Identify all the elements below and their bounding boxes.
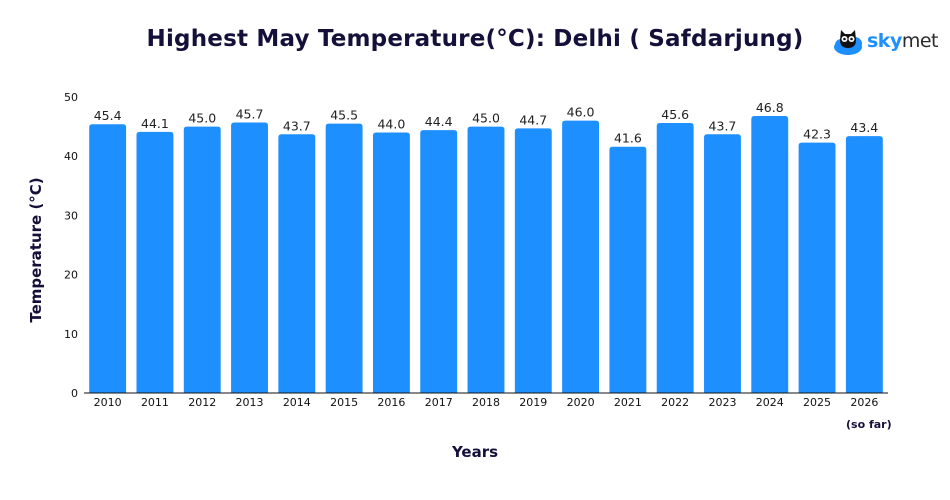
y-tick-label: 20 xyxy=(64,269,78,282)
data-label: 45.4 xyxy=(94,108,122,123)
data-label: 43.7 xyxy=(709,118,737,133)
bar xyxy=(136,131,174,394)
owl-cloud-icon xyxy=(834,30,862,55)
data-label: 43.7 xyxy=(283,118,311,133)
x-tick-label: 2013 xyxy=(236,396,264,409)
bar xyxy=(514,128,552,393)
bar xyxy=(89,124,127,394)
bar xyxy=(845,136,883,393)
x-tick-label: 2026 xyxy=(850,396,878,409)
brand-sky: sky xyxy=(867,30,902,52)
bar xyxy=(231,122,268,394)
x-tick-label: 2010 xyxy=(94,396,122,409)
x-tick-label: 2018 xyxy=(472,396,500,409)
data-label: 41.6 xyxy=(614,131,642,146)
so-far-note: (so far) xyxy=(846,418,892,431)
x-tick-label: 2022 xyxy=(661,396,689,409)
data-label: 45.6 xyxy=(661,107,689,122)
y-tick-label: 50 xyxy=(64,91,78,104)
data-label: 44.0 xyxy=(377,117,405,132)
x-tick-label: 2016 xyxy=(377,396,405,409)
data-label: 46.0 xyxy=(567,105,595,120)
data-label: 43.4 xyxy=(850,120,878,135)
y-tick-label: 0 xyxy=(71,387,78,400)
data-label: 44.4 xyxy=(425,114,453,129)
x-tick-label: 2012 xyxy=(188,396,216,409)
data-label: 45.5 xyxy=(330,108,358,123)
bar xyxy=(562,120,600,394)
bar xyxy=(704,134,741,393)
bar xyxy=(372,132,410,393)
data-label: 46.8 xyxy=(756,100,784,115)
y-tick-label: 30 xyxy=(64,209,78,222)
data-label: 45.0 xyxy=(472,111,500,126)
x-tick-label: 2021 xyxy=(614,396,642,409)
x-axis-label: Years xyxy=(451,443,499,461)
data-label: 44.1 xyxy=(141,116,169,131)
bar xyxy=(420,130,458,394)
x-tick-label: 2014 xyxy=(283,396,311,409)
bar xyxy=(751,115,789,393)
x-tick-label: 2023 xyxy=(708,396,736,409)
bar xyxy=(183,126,221,393)
chart-title: Highest May Temperature(°C): Delhi ( Saf… xyxy=(146,26,804,52)
brand-met: met xyxy=(901,30,939,52)
skymet-logo: skymet xyxy=(832,26,939,56)
y-tick-label: 40 xyxy=(64,150,78,163)
bar xyxy=(467,126,505,393)
data-label: 45.7 xyxy=(236,106,264,121)
x-tick-label: 2019 xyxy=(519,396,547,409)
x-tick-label: 2017 xyxy=(425,396,453,409)
bar xyxy=(798,142,836,393)
x-tick-label: 2015 xyxy=(330,396,358,409)
x-tick-label: 2024 xyxy=(756,396,784,409)
brand-name: skymet xyxy=(867,30,939,52)
bar xyxy=(278,134,316,393)
x-tick-label: 2020 xyxy=(567,396,595,409)
x-tick-label: 2025 xyxy=(803,396,831,409)
y-tick-label: 10 xyxy=(64,328,78,341)
data-label: 44.7 xyxy=(519,112,547,127)
data-label: 45.0 xyxy=(188,111,216,126)
data-label: 42.3 xyxy=(803,127,831,142)
bar xyxy=(325,123,363,393)
bar xyxy=(609,146,647,393)
x-tick-label: 2011 xyxy=(141,396,169,409)
bar xyxy=(656,123,694,393)
